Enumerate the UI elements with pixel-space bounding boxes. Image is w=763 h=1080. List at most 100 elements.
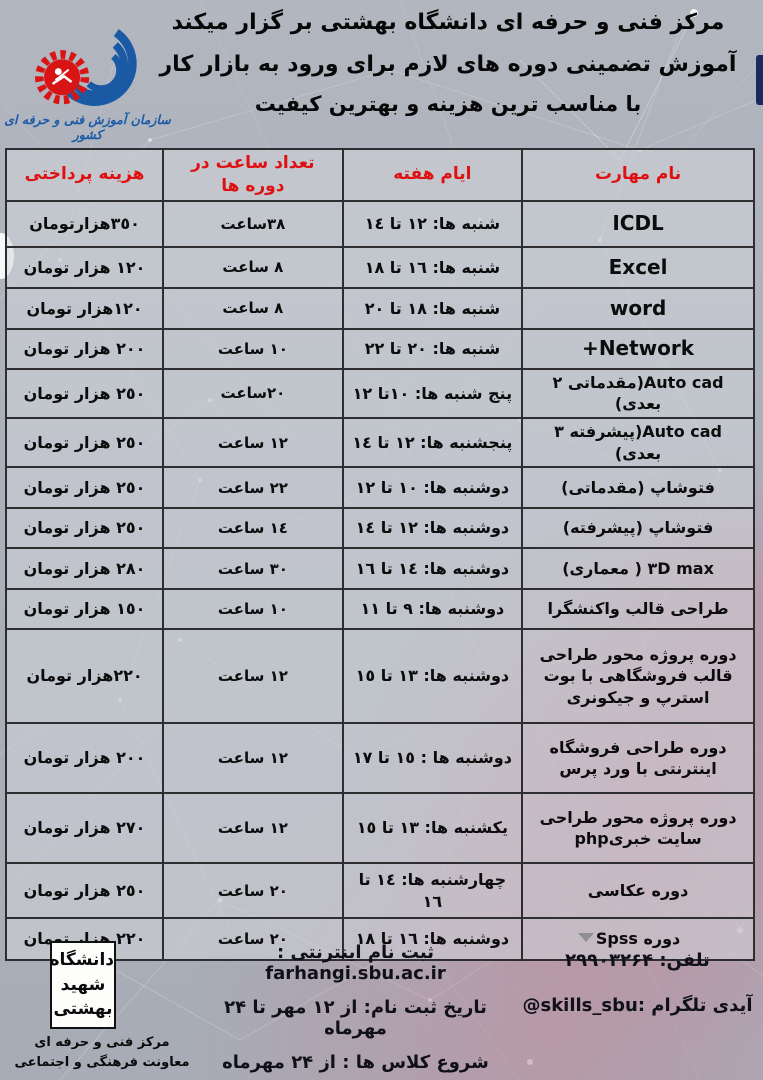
- table-row: دوره Spss دوشنبه ها: ١٦ تا ١٨ ٢٠ ساعت ٢٢…: [4, 917, 755, 962]
- classes-start: شروع کلاس ها : از ۲۴ مهرماه: [222, 1052, 489, 1073]
- skill-name-cell: دوره Spss: [521, 917, 755, 962]
- column-header-hours: تعداد ساعت در دوره ها: [162, 148, 344, 202]
- course-cost-cell: ١٢٠ هزار تومان: [4, 245, 165, 289]
- university-logo-line-2: شهید: [60, 974, 106, 995]
- course-cost-cell: ٣٥٠هزارتومان: [4, 199, 165, 248]
- skill-name-cell: طراحی قالب واکنشگرا: [521, 588, 755, 631]
- university-caption-line-2: معاونت فرهنگی و اجتماعی: [14, 1055, 190, 1071]
- week-days-cell: دوشنبه ها: ١٤ تا ١٦: [341, 547, 524, 591]
- week-days-cell: دوشنبه ها: ١٢ تا ١٤: [341, 507, 524, 550]
- course-cost-cell: ٢٥٠ هزار تومان: [4, 367, 165, 420]
- table-row: word شنبه ها: ١٨ تا ٢٠ ٨ ساعت ١٢٠هزار تو…: [4, 286, 755, 330]
- telegram-id: @skills_sbu: [522, 995, 638, 1016]
- course-hours-cell: ٨ ساعت: [162, 286, 344, 330]
- skill-name-cell: فتوشاپ (مقدماتی): [521, 466, 755, 510]
- university-logo-line-3: بهشتی: [53, 999, 113, 1020]
- course-hours-cell: ١٢ ساعت: [162, 628, 344, 725]
- course-hours-cell: ١٢ ساعت: [162, 722, 344, 795]
- week-days-cell: شنبه ها: ٢٠ تا ٢٢: [341, 327, 524, 370]
- title-line-1: مرکز فنی و حرفه ای دانشگاه بهشتی بر گزار…: [171, 10, 725, 35]
- course-cost-cell: ٢٠٠ هزار تومان: [4, 327, 165, 370]
- skill-name-cell: دوره پروژه محور طراحی قالب فروشگاهی با ب…: [521, 628, 755, 725]
- week-days-cell: دوشنبه ها: ١٣ تا ١٥: [341, 628, 524, 725]
- course-table: نام مهارت ایام هفته تعداد ساعت در دوره ه…: [4, 148, 755, 962]
- table-row: Network+ شنبه ها: ٢٠ تا ٢٢ ١٠ ساعت ٢٠٠ ه…: [4, 327, 755, 370]
- course-cost-cell: ٢٧٠ هزار تومان: [4, 792, 165, 865]
- university-caption: مرکز فنی و حرفه ای معاونت فرهنگی و اجتما…: [12, 1033, 192, 1073]
- table-row: ٣D max ( معماری) دوشنبه ها: ١٤ تا ١٦ ٣٠ …: [4, 547, 755, 591]
- course-cost-cell: ٢٨٠ هزار تومان: [4, 547, 165, 591]
- telegram-label: آیدی تلگرام :: [637, 995, 753, 1016]
- course-cost-cell: ٢٢٠هزار تومان: [4, 628, 165, 725]
- phone-number: ۲۹۹۰۳۲۶۴: [565, 950, 654, 971]
- course-hours-cell: ٢٠ ساعت: [162, 862, 344, 920]
- table-row: Auto cad(مقدماتی ٢ بعدی) پنج شنبه ها: ١٠…: [4, 367, 755, 420]
- title-line-2: آموزش تضمینی دوره های لازم برای ورود به …: [159, 52, 737, 77]
- week-days-cell: دوشنبه ها: ٩ تا ١١: [341, 588, 524, 631]
- column-header-days: ایام هفته: [341, 148, 524, 202]
- registration-label: ثبت نام اینترنتی :: [276, 942, 434, 963]
- course-hours-cell: ٨ ساعت: [162, 245, 344, 289]
- course-hours-cell: ١٠ ساعت: [162, 588, 344, 631]
- course-table-body: ICDL شنبه ها: ١٢ تا ١٤ ٣٨ساعت ٣٥٠هزارتوم…: [4, 199, 755, 962]
- course-cost-cell: ٢٠٠ هزار تومان: [4, 722, 165, 795]
- column-header-skill: نام مهارت: [521, 148, 755, 202]
- title-line-3: با مناسب ترین هزینه و بهترین کیفیت: [254, 92, 642, 116]
- skill-name-cell: Auto cad(پیشرفته ٣ بعدی): [521, 417, 755, 469]
- right-edge-sliver: [756, 55, 763, 105]
- table-row: Excel شنبه ها: ١٦ تا ١٨ ٨ ساعت ١٢٠ هزار …: [4, 245, 755, 289]
- org-logo-caption: سازمان آموزش فنی و حرفه ای کشور: [4, 112, 171, 142]
- week-days-cell: دوشنبه ها: ١٦ تا ١٨: [341, 917, 524, 962]
- skill-name-cell: Excel: [521, 245, 755, 289]
- table-row: فتوشاپ (مقدماتی) دوشنبه ها: ١٠ تا ١٢ ٢٢ …: [4, 466, 755, 510]
- week-days-cell: یکشنبه ها: ١٣ تا ١٥: [341, 792, 524, 865]
- course-hours-cell: ١٠ ساعت: [162, 327, 344, 370]
- tvto-logo-icon: [35, 29, 137, 106]
- phone-label: تلفن:: [659, 950, 710, 971]
- table-row: فتوشاپ (پیشرفته) دوشنبه ها: ١٢ تا ١٤ ١٤ …: [4, 507, 755, 550]
- skill-name-cell: ICDL: [521, 199, 755, 248]
- table-row: طراحی قالب واکنشگرا دوشنبه ها: ٩ تا ١١ ١…: [4, 588, 755, 631]
- skill-name-cell: ٣D max ( معماری): [521, 547, 755, 591]
- table-header-row: نام مهارت ایام هفته تعداد ساعت در دوره ه…: [4, 148, 755, 202]
- skill-name-cell: word: [521, 286, 755, 330]
- week-days-cell: پنجشنبه ها: ١٢ تا ١٤: [341, 417, 524, 469]
- course-hours-cell: ١٢ ساعت: [162, 792, 344, 865]
- course-cost-cell: ١٢٠هزار تومان: [4, 286, 165, 330]
- telegram-line: آیدی تلگرام :@skills_sbu: [520, 995, 755, 1016]
- registration-url: farhangi.sbu.ac.ir: [265, 963, 446, 984]
- skill-name-cell: دوره طراحی فروشگاه اینترنتی با ورد پرس: [521, 722, 755, 795]
- week-days-cell: چهارشنبه ها: ١٤ تا ١٦: [341, 862, 524, 920]
- course-hours-cell: ٢٢ ساعت: [162, 466, 344, 510]
- week-days-cell: دوشنبه ها: ١٠ تا ١٢: [341, 466, 524, 510]
- course-hours-cell: ٢٠ساعت: [162, 367, 344, 420]
- course-cost-cell: ٢٥٠ هزار تومان: [4, 507, 165, 550]
- week-days-cell: شنبه ها: ١٦ تا ١٨: [341, 245, 524, 289]
- contact-block: تلفن: ۲۹۹۰۳۲۶۴ آیدی تلگرام :@skills_sbu: [520, 950, 755, 1040]
- university-caption-line-1: مرکز فنی و حرفه ای: [34, 1035, 170, 1050]
- skill-name-cell: Network+: [521, 327, 755, 370]
- course-cost-cell: ١٥٠ هزار تومان: [4, 588, 165, 631]
- course-hours-cell: ٢٠ ساعت: [162, 917, 344, 962]
- column-header-cost: هزینه پرداختی: [4, 148, 165, 202]
- course-hours-cell: ٣٠ ساعت: [162, 547, 344, 591]
- university-logo: دانشگاه شهید بهشتی: [49, 941, 116, 1029]
- skill-name-cell: فتوشاپ (پیشرفته): [521, 507, 755, 550]
- skill-name-cell: دوره عکاسی: [521, 862, 755, 920]
- header-titles: مرکز فنی و حرفه ای دانشگاه بهشتی بر گزار…: [145, 4, 751, 116]
- phone-line: تلفن: ۲۹۹۰۳۲۶۴: [520, 950, 755, 971]
- registration-dates: تاریخ ثبت نام: از ۱۲ مهر تا ۲۴ مهرماه: [224, 997, 487, 1039]
- table-row: دوره پروژه محور طراحی سایت خبریphp یکشنب…: [4, 792, 755, 865]
- registration-line: ثبت نام اینترنتی : farhangi.sbu.ac.ir: [193, 942, 518, 984]
- table-row: دوره طراحی فروشگاه اینترنتی با ورد پرس د…: [4, 722, 755, 795]
- table-row: دوره پروژه محور طراحی قالب فروشگاهی با ب…: [4, 628, 755, 725]
- table-row: دوره عکاسی چهارشنبه ها: ١٤ تا ١٦ ٢٠ ساعت…: [4, 862, 755, 920]
- week-days-cell: پنج شنبه ها: ١٠تا ١٢: [341, 367, 524, 420]
- table-row: ICDL شنبه ها: ١٢ تا ١٤ ٣٨ساعت ٣٥٠هزارتوم…: [4, 199, 755, 248]
- course-hours-cell: ١٢ ساعت: [162, 417, 344, 469]
- skill-name-cell: دوره پروژه محور طراحی سایت خبریphp: [521, 792, 755, 865]
- registration-block: ثبت نام اینترنتی : farhangi.sbu.ac.ir تا…: [193, 942, 518, 1080]
- university-logo-line-1: دانشگاه: [49, 950, 114, 970]
- course-hours-cell: ٣٨ساعت: [162, 199, 344, 248]
